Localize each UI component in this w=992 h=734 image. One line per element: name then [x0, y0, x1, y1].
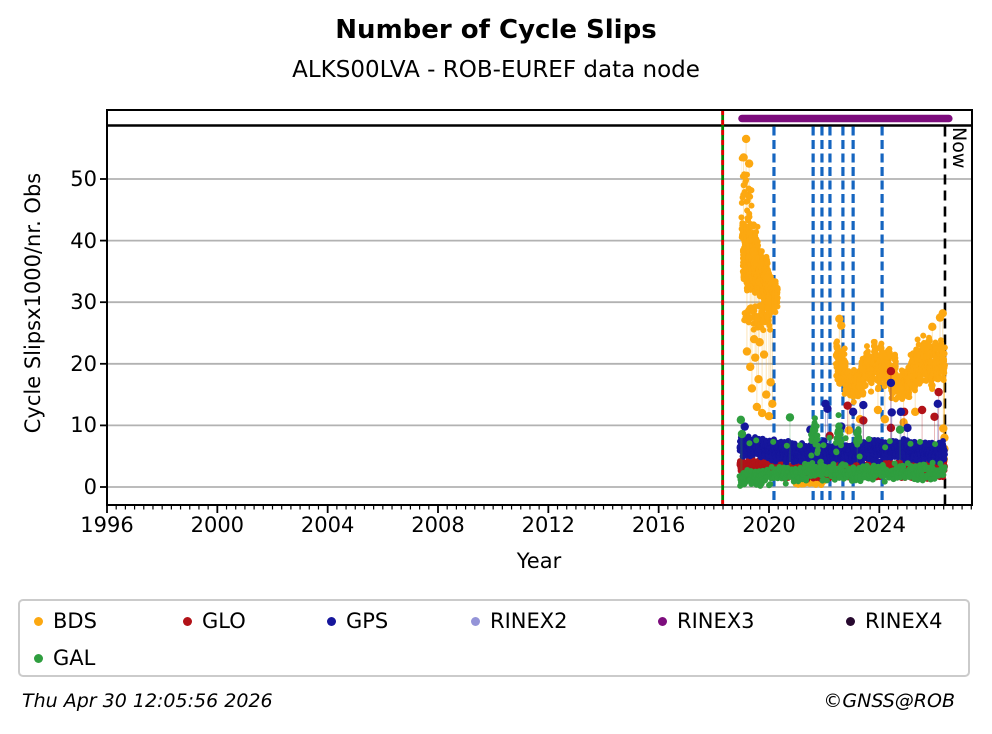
legend-item-gps: GPS — [327, 607, 388, 635]
x-tick-label: 2000 — [190, 513, 245, 537]
legend-label: GLO — [202, 609, 246, 633]
y-tick-label: 40 — [70, 228, 97, 253]
legend-marker-icon — [471, 616, 480, 626]
legend-marker-icon — [658, 616, 667, 626]
x-tick-label: 2012 — [521, 513, 576, 537]
y-tick-label: 0 — [83, 475, 97, 499]
x-axis-label: Year — [516, 549, 562, 573]
x-tick-label: 2024 — [852, 513, 907, 537]
chart-title: Number of Cycle Slips — [335, 15, 657, 45]
x-tick-label: 2016 — [631, 513, 686, 537]
legend-marker-icon — [846, 616, 855, 626]
legend-item-bds: BDS — [34, 607, 97, 635]
legend-marker-icon — [34, 653, 43, 663]
legend-item-rinex4: RINEX4 — [846, 607, 943, 635]
legend-label: GAL — [53, 646, 96, 670]
legend-item-rinex3: RINEX3 — [658, 607, 755, 635]
now-annotation: Now — [948, 127, 970, 169]
y-tick-label: 30 — [70, 290, 97, 315]
legend-label: GPS — [346, 609, 389, 633]
legend-item-rinex2: RINEX2 — [471, 607, 568, 635]
x-tick-label: 1996 — [80, 513, 134, 537]
legend-label: BDS — [53, 609, 97, 633]
legend-marker-icon — [327, 616, 336, 626]
x-tick-label: 2020 — [742, 513, 796, 537]
legend-item-gal: GAL — [34, 644, 95, 672]
legend: BDS GLO GPS RINEX2 RINEX3 RINEX4 GAL — [18, 599, 970, 677]
legend-label: RINEX3 — [677, 609, 755, 633]
legend-label: RINEX2 — [490, 609, 568, 633]
legend-item-glo: GLO — [183, 607, 246, 635]
y-tick-label: 50 — [70, 167, 97, 191]
y-tick-label: 20 — [70, 351, 97, 376]
copyright: ©GNSS@ROB — [823, 690, 955, 712]
timestamp: Thu Apr 30 12:05:56 2026 — [22, 690, 273, 712]
legend-marker-icon — [34, 616, 43, 626]
y-tick-label: 10 — [70, 413, 97, 438]
legend-marker-icon — [183, 616, 192, 626]
x-tick-label: 2008 — [411, 513, 465, 537]
chart-subtitle: ALKS00LVA - ROB-EUREF data node — [292, 57, 700, 83]
x-tick-label: 2004 — [300, 513, 355, 537]
legend-label: RINEX4 — [865, 609, 943, 633]
